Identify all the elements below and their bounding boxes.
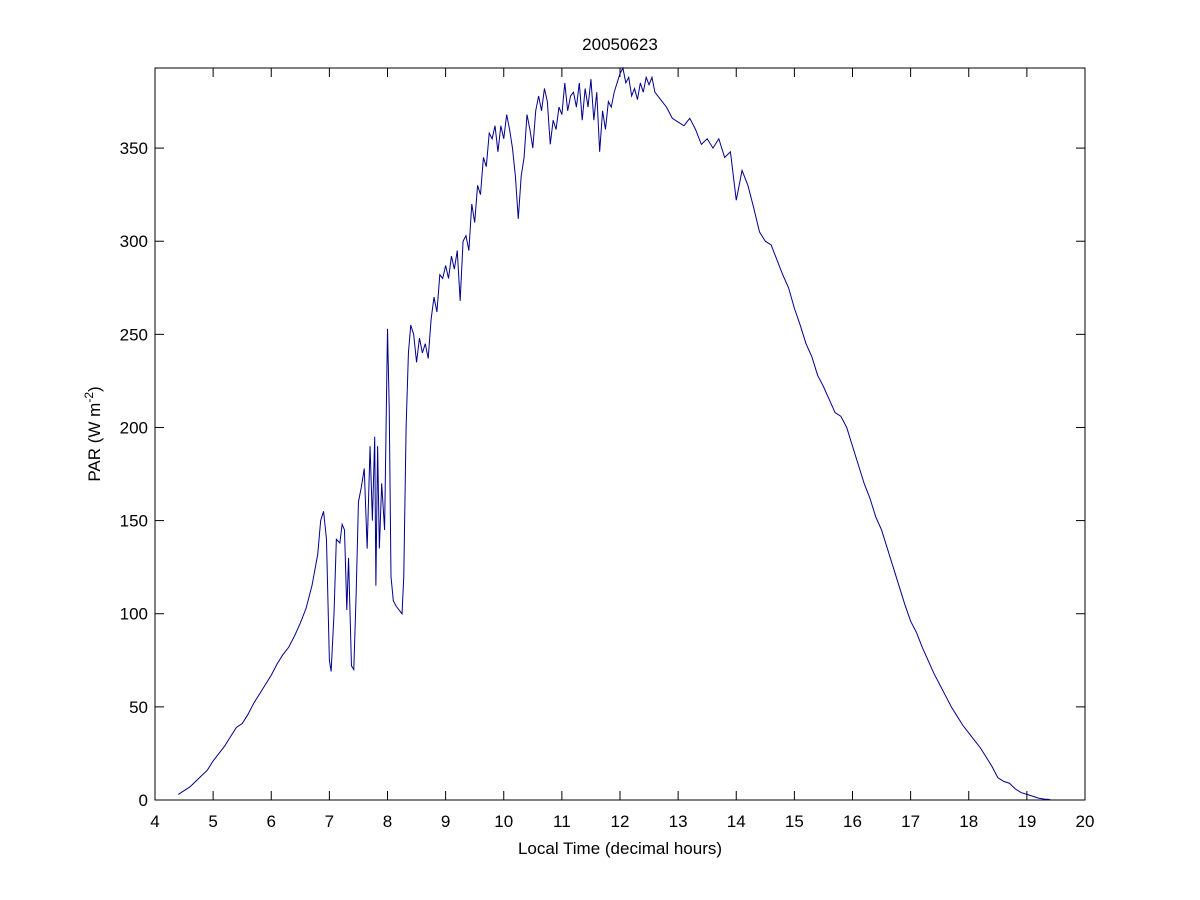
y-tick-label: 100 <box>120 605 148 624</box>
y-tick-label: 350 <box>120 139 148 158</box>
plot-frame <box>154 67 1086 801</box>
x-tick-label: 8 <box>383 812 392 831</box>
x-tick-label: 5 <box>208 812 217 831</box>
x-tick-label: 11 <box>553 812 571 831</box>
y-label-superscript: -2 <box>82 392 96 403</box>
y-tick-label: 200 <box>120 418 148 437</box>
x-tick-label: 9 <box>441 812 450 831</box>
x-tick-label: 19 <box>1017 812 1036 831</box>
chart-title: 20050623 <box>582 35 658 54</box>
x-tick-label: 15 <box>785 812 804 831</box>
x-tick-label: 14 <box>727 812 746 831</box>
x-tick-label: 7 <box>325 812 334 831</box>
x-tick-label: 18 <box>959 812 978 831</box>
data-line <box>177 66 1051 800</box>
x-tick-label: 6 <box>267 812 276 831</box>
y-label-suffix: ) <box>85 386 104 392</box>
x-tick-label: 13 <box>669 812 688 831</box>
y-tick-label: 150 <box>120 512 148 531</box>
y-axis-label: PAR (W m-2) <box>82 386 104 481</box>
y-label-text: PAR (W m <box>85 403 104 482</box>
x-axis-label: Local Time (decimal hours) <box>518 839 722 858</box>
y-tick-label: 250 <box>120 325 148 344</box>
x-tick-label: 17 <box>901 812 920 831</box>
x-tick-label: 12 <box>611 812 630 831</box>
x-tick-label: 10 <box>494 812 513 831</box>
x-tick-label: 4 <box>150 812 159 831</box>
y-tick-label: 0 <box>139 791 148 810</box>
x-tick-label: 16 <box>843 812 862 831</box>
x-tick-label: 20 <box>1076 812 1095 831</box>
y-tick-label: 50 <box>129 698 148 717</box>
y-tick-label: 300 <box>120 232 148 251</box>
